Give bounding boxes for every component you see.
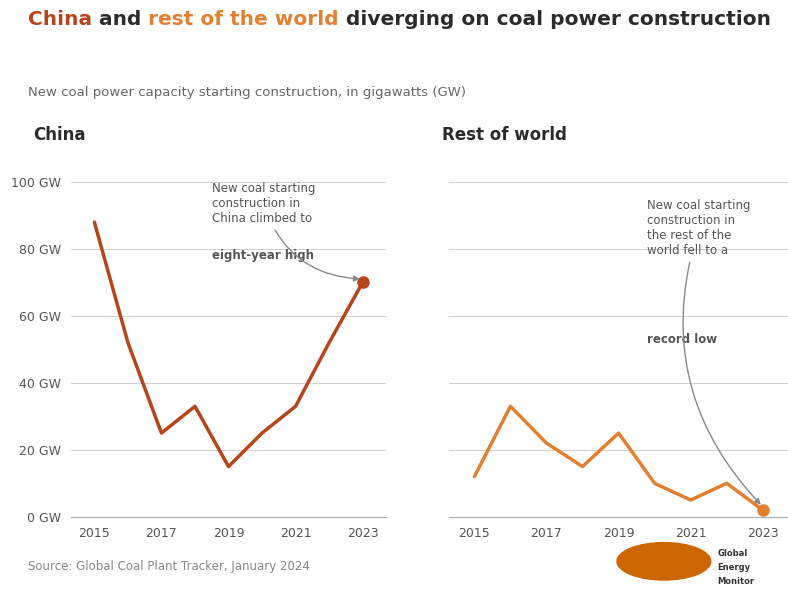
Text: Monitor: Monitor (717, 577, 755, 586)
Text: New coal starting
construction in
China climbed to: New coal starting construction in China … (212, 182, 359, 281)
Text: Global: Global (717, 549, 748, 558)
Text: and: and (91, 11, 148, 30)
Text: New coal power capacity starting construction, in gigawatts (GW): New coal power capacity starting constru… (28, 86, 466, 99)
Text: diverging on coal power construction: diverging on coal power construction (339, 11, 771, 30)
Circle shape (617, 543, 711, 580)
Text: New coal starting
construction in
the rest of the
world fell to a: New coal starting construction in the re… (648, 199, 760, 504)
Text: Rest of world: Rest of world (442, 126, 567, 144)
Text: Energy: Energy (717, 563, 751, 572)
Text: China: China (33, 126, 86, 144)
Text: record low: record low (648, 333, 718, 346)
Text: China: China (28, 11, 91, 30)
Text: Source: Global Coal Plant Tracker, January 2024: Source: Global Coal Plant Tracker, Janua… (28, 560, 310, 573)
Text: eight-year high: eight-year high (212, 249, 314, 262)
Text: rest of the world: rest of the world (148, 11, 339, 30)
